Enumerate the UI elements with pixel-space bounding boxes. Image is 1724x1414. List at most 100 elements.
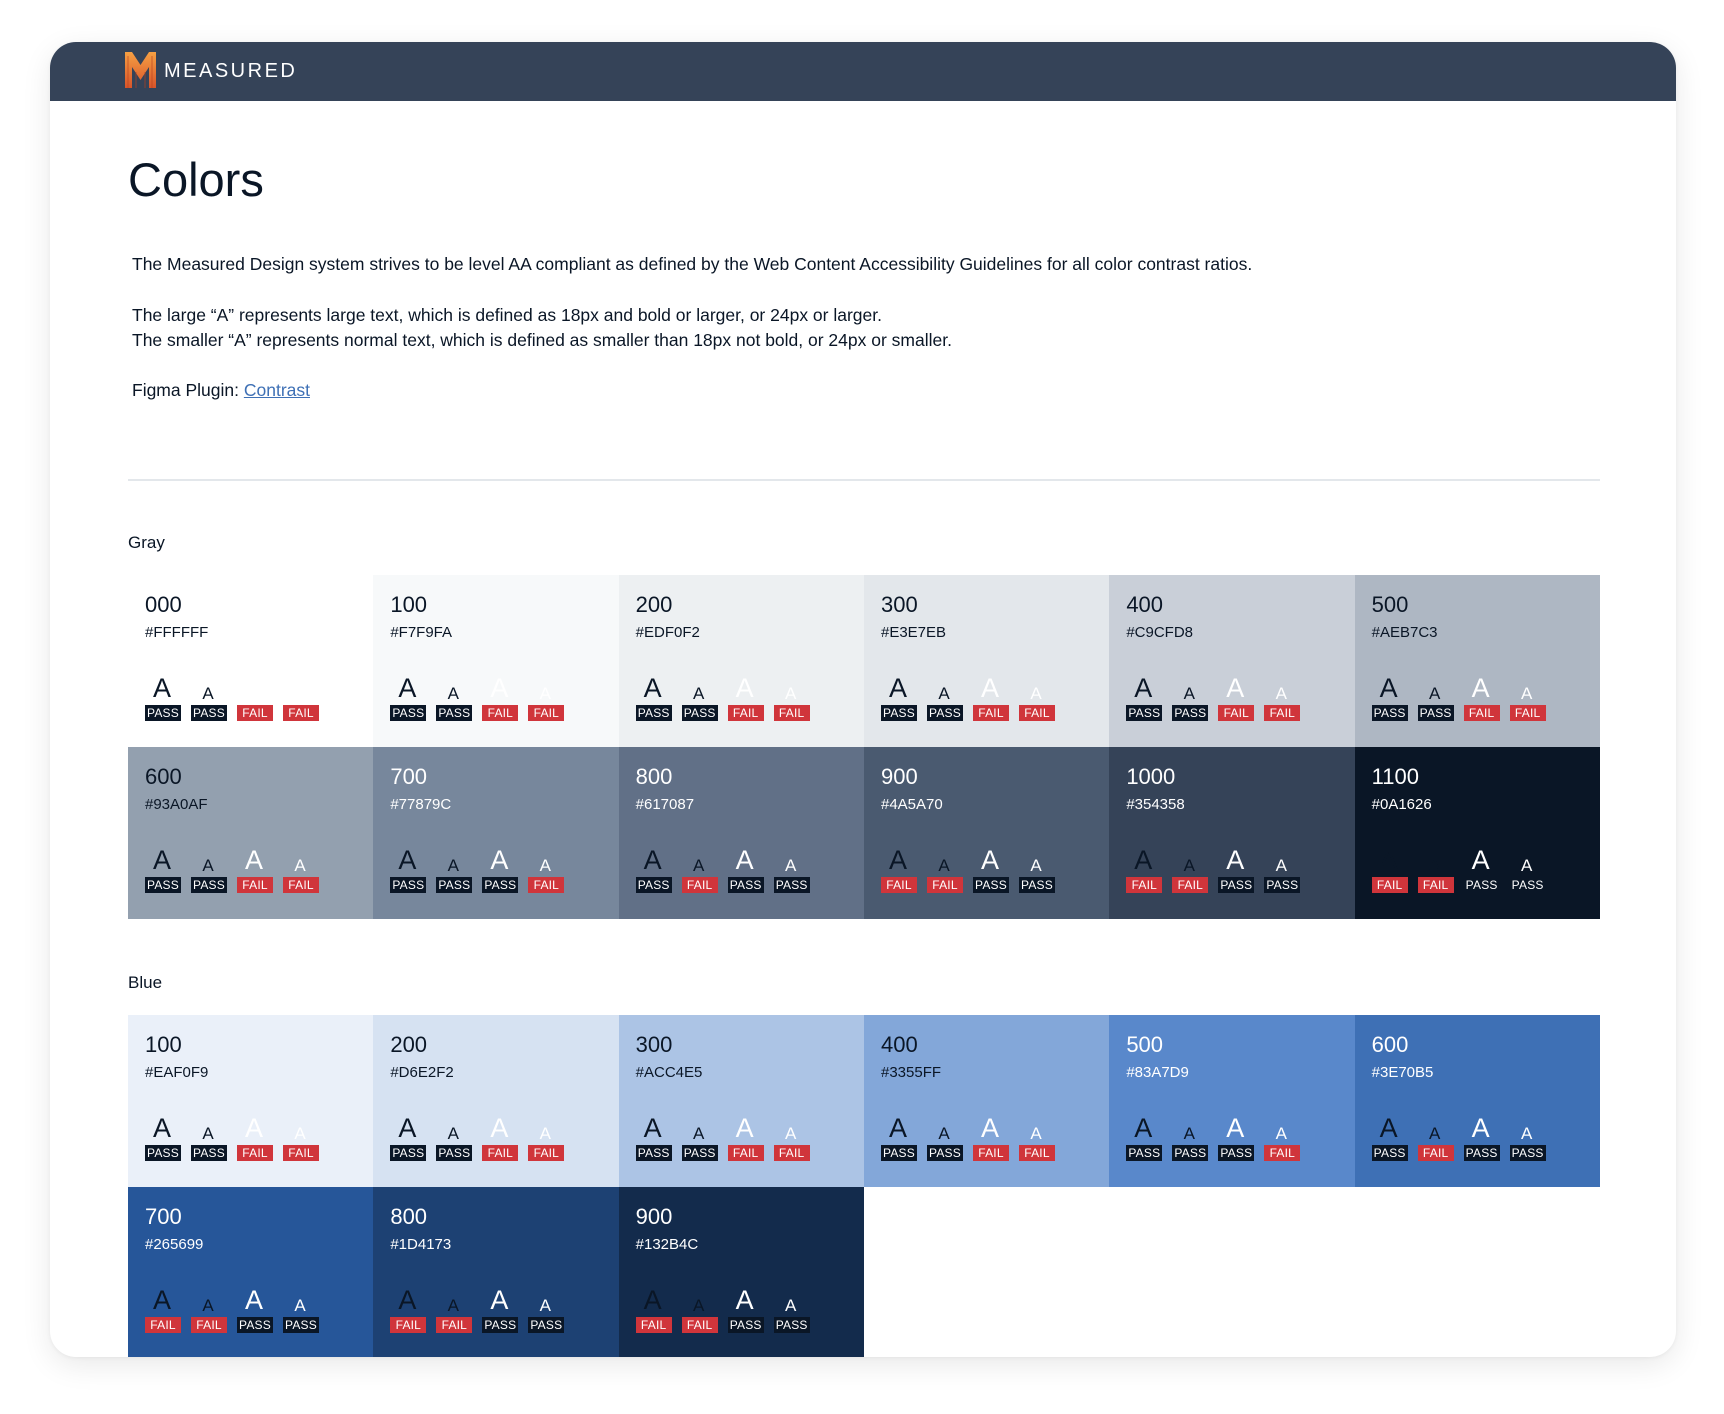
fail-badge: FAIL <box>1417 1145 1454 1161</box>
color-swatch[interactable]: 700 #77879C A PASS A PASS A PASS A FAIL <box>373 747 619 919</box>
color-swatch[interactable]: 800 #617087 A PASS A FAIL A PASS A PASS <box>618 747 864 919</box>
small-text-sample: A <box>938 684 950 703</box>
pass-badge: PASS <box>635 877 672 893</box>
contrast-test: A FAIL <box>145 1287 183 1333</box>
contrast-test: A PASS <box>482 847 520 893</box>
small-text-sample: A <box>1275 856 1287 875</box>
contrast-test: A PASS <box>773 847 812 893</box>
small-text-sample: A <box>784 856 797 875</box>
color-swatch[interactable]: 500 #83A7D9 A PASS A PASS A PASS A FAIL <box>1109 1015 1355 1187</box>
small-text-sample: A <box>202 1296 214 1315</box>
contrast-test: A FAIL <box>727 1115 766 1161</box>
app-window: MEASURED Colors The Measured Design syst… <box>50 42 1676 1357</box>
contrast-test: A FAIL <box>283 847 321 893</box>
contrast-link[interactable]: Contrast <box>243 380 310 400</box>
small-text-sample: A <box>1520 856 1533 875</box>
pass-badge: PASS <box>773 877 810 893</box>
color-swatch[interactable]: 200 #D6E2F2 A PASS A PASS A FAIL A FAIL <box>373 1015 619 1187</box>
swatch-name: 900 <box>635 1204 673 1229</box>
pass-badge: PASS <box>727 1317 764 1333</box>
figma-plugin-label: Figma Plugin: <box>132 380 244 400</box>
pass-badge: PASS <box>482 877 519 893</box>
color-swatch[interactable]: 900 #132B4C A FAIL A FAIL A PASS A PASS <box>618 1187 864 1357</box>
color-swatch[interactable]: 900 #4A5A70 A FAIL A FAIL A PASS A PASS <box>863 747 1110 919</box>
fail-badge: FAIL <box>283 705 319 721</box>
swatch-name: 600 <box>1371 1032 1409 1057</box>
pass-badge: PASS <box>1463 1145 1500 1161</box>
small-text-sample: A <box>692 856 705 875</box>
color-swatch[interactable]: 500 #AEB7C3 A PASS A PASS A FAIL A FAIL <box>1354 575 1600 747</box>
brand-name[interactable]: MEASURED <box>164 60 298 82</box>
contrast-test: A FAIL <box>681 847 720 893</box>
large-text-sample: A <box>643 1285 662 1315</box>
fail-badge: FAIL <box>1018 705 1055 721</box>
small-text-sample: A <box>539 1296 551 1315</box>
color-swatch[interactable]: 700 #265699 A FAIL A FAIL A PASS A PASS <box>128 1187 374 1357</box>
pass-badge: PASS <box>926 1145 963 1161</box>
contrast-tests: A PASS A PASS A FAIL A FAIL <box>145 847 365 893</box>
swatch-hex: #3355FF <box>880 1064 942 1081</box>
contrast-test: A FAIL <box>237 847 275 893</box>
pass-badge: PASS <box>390 877 427 893</box>
swatch-name: 200 <box>390 1032 428 1057</box>
section-label-gray: Gray <box>128 533 165 552</box>
pass-badge: PASS <box>191 705 227 721</box>
large-text-sample: A <box>1134 1113 1153 1143</box>
contrast-test: A PASS <box>1509 1115 1548 1161</box>
fail-badge: FAIL <box>237 1145 273 1161</box>
contrast-test: A PASS <box>880 675 919 721</box>
color-swatch[interactable]: 200 #EDF0F2 A PASS A PASS A FAIL A FAIL <box>618 575 864 747</box>
contrast-tests: A FAIL A FAIL A PASS A PASS <box>1126 847 1346 893</box>
fail-badge: FAIL <box>926 877 963 893</box>
color-swatch[interactable]: 400 #3355FF A PASS A PASS A FAIL A FAIL <box>863 1015 1110 1187</box>
fail-badge: FAIL <box>1218 705 1255 721</box>
color-swatch[interactable]: 400 #C9CFD8 A PASS A PASS A FAIL A FAIL <box>1109 575 1355 747</box>
small-text-sample: A <box>1030 856 1042 875</box>
color-swatch[interactable]: 300 #ACC4E5 A PASS A PASS A FAIL A FAIL <box>618 1015 864 1187</box>
section-label-blue: Blue <box>128 973 163 992</box>
fail-badge: FAIL <box>727 705 764 721</box>
color-swatch[interactable]: 600 #93A0AF A PASS A PASS A FAIL A FAIL <box>128 747 374 919</box>
contrast-tests: A PASS A PASS A FAIL A FAIL <box>390 1115 610 1161</box>
color-swatch[interactable]: 100 #EAF0F9 A PASS A PASS A FAIL A FAIL <box>128 1015 374 1187</box>
fail-badge: FAIL <box>528 1145 565 1161</box>
contrast-test: A FAIL <box>283 1115 321 1161</box>
color-swatch[interactable]: 300 #E3E7EB A PASS A PASS A FAIL A FAIL <box>863 575 1110 747</box>
contrast-test: A PASS <box>191 1115 229 1161</box>
swatch-hex: #D6E2F2 <box>390 1064 454 1081</box>
color-swatch[interactable]: 600 #3E70B5 A PASS A FAIL A PASS A PASS <box>1354 1015 1600 1187</box>
pass-badge: PASS <box>283 1317 319 1333</box>
fail-badge: FAIL <box>528 705 565 721</box>
small-text-sample: A <box>1275 1124 1287 1143</box>
small-text-sample: A <box>1428 856 1441 875</box>
pass-badge: PASS <box>390 705 427 721</box>
fail-badge: FAIL <box>1172 877 1209 893</box>
measured-logo-icon[interactable] <box>125 52 156 88</box>
color-swatch[interactable]: 1100 #0A1626 A FAIL A FAIL A PASS A PASS <box>1354 747 1600 919</box>
contrast-test: A FAIL <box>681 1287 720 1333</box>
contrast-test: A PASS <box>773 1287 812 1333</box>
contrast-test: A PASS <box>1464 847 1502 893</box>
contrast-test: A PASS <box>1218 1115 1256 1161</box>
fail-badge: FAIL <box>390 1317 427 1333</box>
pass-badge: PASS <box>1126 1145 1163 1161</box>
pass-badge: PASS <box>681 705 718 721</box>
contrast-test: A PASS <box>1264 847 1302 893</box>
contrast-test: A FAIL <box>1172 847 1210 893</box>
small-text-sample: A <box>294 856 306 875</box>
swatch-hex: #132B4C <box>635 1236 699 1253</box>
color-swatch[interactable]: 1000 #354358 A FAIL A FAIL A PASS A PASS <box>1109 747 1355 919</box>
contrast-test: A PASS <box>1018 847 1057 893</box>
color-swatch[interactable]: 100 #F7F9FA A PASS A PASS A FAIL A FAIL <box>373 575 619 747</box>
color-swatch[interactable]: 000 #FFFFFF A PASS A PASS A FAIL A FAIL <box>128 575 374 747</box>
contrast-tests: A PASS A PASS A FAIL A FAIL <box>635 1115 856 1161</box>
swatch-hex: #C9CFD8 <box>1126 624 1193 641</box>
small-text-sample: A <box>447 856 459 875</box>
small-text-sample: A <box>692 1124 705 1143</box>
swatch-hex: #265699 <box>145 1236 204 1253</box>
color-swatch[interactable]: 800 #1D4173 A FAIL A FAIL A PASS A PASS <box>373 1187 619 1357</box>
contrast-test: A PASS <box>1463 1115 1502 1161</box>
large-text-sample: A <box>152 1113 171 1143</box>
top-bar: MEASURED <box>50 42 1676 101</box>
fail-badge: FAIL <box>773 1145 810 1161</box>
